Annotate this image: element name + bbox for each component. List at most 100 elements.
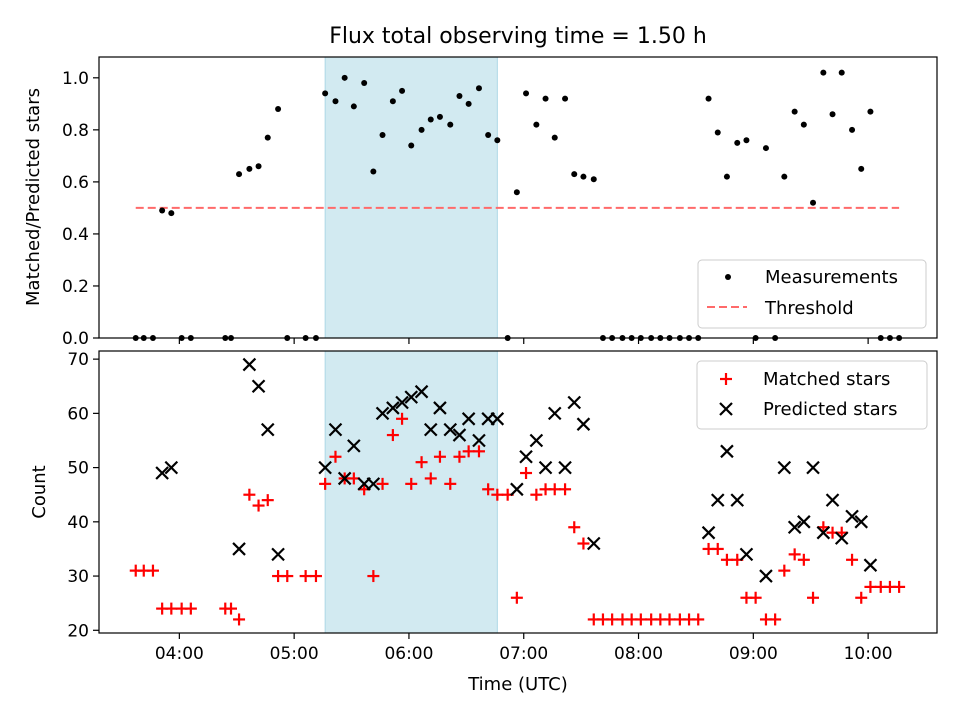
matched-star-point — [797, 553, 810, 566]
measurement-point — [168, 210, 175, 217]
matched-star-point — [319, 477, 332, 490]
predicted-star-point — [816, 525, 831, 540]
top-panel: 0.0 0.2 0.4 0.6 0.8 1.0 Matched/Predicted sta… — [23, 56, 938, 349]
measurement-point — [762, 145, 769, 152]
bottom-y-axis-label: Count — [29, 465, 50, 518]
measurement-point — [571, 171, 578, 178]
matched-star-point — [281, 570, 294, 583]
measurement-point — [494, 137, 501, 144]
predicted-star-point — [490, 412, 505, 426]
xtick-label: 09:00 — [729, 644, 778, 664]
measurement-point — [810, 199, 817, 206]
measurement-point — [350, 103, 357, 110]
measurement-point — [533, 121, 540, 128]
predicted-star-point — [759, 569, 773, 583]
matched-star-point — [559, 483, 572, 496]
predicted-star-point — [787, 520, 802, 535]
bottom-legend-box — [696, 360, 928, 430]
bot-ytick-label: 30 — [67, 567, 89, 587]
matched-star-point — [606, 613, 619, 626]
predicted-star-point — [260, 422, 275, 437]
matched-star-point — [893, 580, 906, 593]
predicted-star-point — [529, 433, 544, 448]
predicted-star-point — [567, 395, 582, 410]
predicted-star-point — [854, 515, 869, 529]
predicted-star-point — [720, 444, 734, 459]
matched-star-point — [309, 570, 322, 583]
top-ytick-label: 0.2 — [62, 277, 89, 297]
predicted-star-point — [845, 509, 859, 524]
predicted-star-point — [777, 460, 792, 475]
measurement-point — [332, 98, 339, 105]
measurement-point — [236, 171, 243, 178]
measurement-point — [858, 165, 865, 172]
matched-star-point — [634, 613, 647, 626]
measurement-point — [341, 74, 348, 81]
predicted-star-point — [271, 547, 285, 562]
predicted-star-point — [251, 379, 266, 394]
measurement-point — [590, 176, 597, 183]
xtick-label: 07:00 — [499, 644, 548, 664]
measurement-point — [523, 90, 530, 97]
measurement-point — [714, 129, 721, 136]
measurement-point — [436, 113, 443, 120]
measurement-point — [562, 95, 569, 102]
predicted-star-point — [337, 471, 352, 486]
predicted-legend-label: Predicted stars — [763, 399, 897, 420]
predicted-star-point — [164, 460, 179, 475]
predicted-star-point — [586, 536, 601, 551]
measurement-point — [723, 173, 730, 180]
threshold-legend-label: Threshold — [764, 298, 854, 319]
matched-star-point — [769, 613, 782, 626]
top-y-axis-label: Matched/Predicted stars — [23, 88, 44, 306]
measurement-point — [791, 108, 798, 115]
predicted-star-point — [395, 395, 409, 410]
predicted-star-point — [538, 460, 553, 475]
measurement-point — [456, 93, 463, 100]
measurement-point — [389, 98, 396, 105]
matched-star-point — [788, 548, 801, 561]
matched-star-point — [405, 477, 418, 490]
matched-star-point — [568, 521, 581, 534]
xtick-label: 08:00 — [614, 644, 663, 664]
predicted-star-point — [547, 406, 562, 421]
predicted-star-point — [404, 390, 419, 404]
measurement-point — [159, 207, 166, 214]
matched-star-point — [846, 553, 859, 566]
matched-star-point — [692, 613, 705, 626]
measurements-legend-label: Measurements — [765, 267, 898, 288]
x-axis-label: Time (UTC) — [467, 674, 568, 695]
measurement-point — [408, 142, 415, 149]
bot-ytick-label: 60 — [67, 404, 89, 424]
matched-star-point — [778, 564, 791, 577]
matched-star-point — [424, 472, 437, 485]
measurement-point — [743, 137, 750, 144]
matched-star-point — [243, 488, 256, 501]
measurement-point — [838, 69, 845, 76]
predicted-star-point — [730, 493, 745, 507]
chart-title: Flux total observing time = 1.50 h — [329, 24, 707, 49]
bot-ytick-label: 50 — [67, 459, 89, 479]
predicted-star-point — [318, 460, 332, 475]
matched-star-point — [663, 613, 676, 626]
measurement-point — [800, 121, 807, 128]
matched-star-point — [184, 602, 197, 615]
matched-star-point — [367, 570, 380, 583]
predicted-star-point — [863, 558, 878, 572]
measurement-point — [781, 173, 788, 180]
measurement-point — [418, 126, 425, 133]
predicted-star-point — [328, 422, 343, 437]
measurement-point — [513, 189, 520, 196]
bottom-legend: Matched stars Predicted stars — [696, 360, 928, 430]
predicted-star-point — [461, 412, 476, 426]
measurement-point — [379, 132, 386, 139]
matched-star-point — [396, 412, 409, 425]
predicted-star-point — [155, 466, 169, 480]
measurement-point — [849, 126, 856, 133]
predicted-star-point — [414, 384, 429, 399]
matched-star-point — [855, 591, 868, 604]
predicted-star-point — [558, 460, 572, 475]
predicted-star-point — [452, 428, 467, 442]
matched-star-point — [444, 477, 457, 490]
